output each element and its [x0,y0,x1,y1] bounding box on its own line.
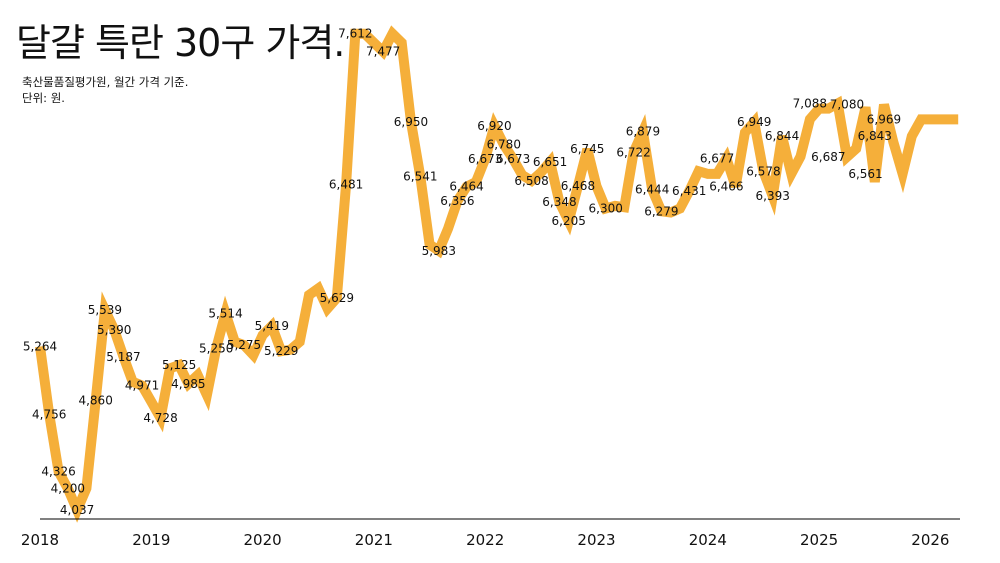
data-label: 5,275 [227,338,261,352]
data-label: 6,464 [449,180,483,194]
data-label: 6,780 [487,138,521,152]
x-tick-label: 2019 [132,531,170,549]
data-label: 5,125 [162,358,196,372]
data-label: 6,508 [514,174,548,188]
data-label: 4,728 [143,411,177,425]
data-label: 6,687 [811,150,845,164]
data-label: 5,187 [106,350,140,364]
data-label: 6,949 [737,115,771,129]
data-label: 6,879 [626,124,660,138]
data-label: 4,971 [125,379,159,393]
chart-title: 달걀 특란 30구 가격. [16,21,345,65]
data-label: 6,950 [394,115,428,129]
data-label: 6,673 [468,152,502,166]
data-label: 4,037 [60,503,94,517]
x-tick-label: 2023 [577,531,615,549]
data-label: 6,393 [756,189,790,203]
x-tick-label: 2026 [911,531,949,549]
data-label: 7,612 [338,27,372,41]
series-line-0 [35,25,959,523]
data-label: 6,481 [329,177,363,191]
data-label: 6,651 [533,155,567,169]
data-label: 7,088 [793,97,827,111]
data-label: 4,200 [51,481,85,495]
data-label: 5,390 [97,323,131,337]
data-label: 5,514 [208,306,242,320]
data-label: 7,080 [830,98,864,112]
x-tick-label: 2024 [689,531,727,549]
data-label: 6,356 [440,194,474,208]
data-label: 6,844 [765,129,799,143]
data-label: 6,300 [589,202,623,216]
x-tick-label: 2022 [466,531,504,549]
data-label: 5,229 [264,344,298,358]
data-label: 4,326 [41,465,75,479]
data-label: 5,419 [255,319,289,333]
data-label: 6,920 [477,119,511,133]
x-tick-label: 2025 [800,531,838,549]
data-label: 6,541 [403,169,437,183]
data-label: 4,985 [171,377,205,391]
data-label: 6,444 [635,182,669,196]
unit-note: 단위: 원. [22,91,65,105]
data-label: 5,539 [88,303,122,317]
data-label: 6,843 [858,129,892,143]
data-label: 5,250 [199,341,233,355]
data-label: 4,756 [32,407,66,421]
data-label: 6,969 [867,112,901,126]
x-tick-label: 2021 [355,531,393,549]
data-label: 6,722 [616,145,650,159]
source-note: 축산물품질평가원, 월간 가격 기준. [22,75,189,89]
data-label: 6,279 [644,204,678,218]
x-tick-label: 2020 [244,531,282,549]
data-label: 6,431 [672,184,706,198]
data-label: 6,673 [496,152,530,166]
data-label: 5,629 [320,291,354,305]
data-label: 6,677 [700,151,734,165]
data-label: 7,477 [366,45,400,59]
data-label: 5,264 [23,340,57,354]
data-label: 6,578 [746,164,780,178]
data-label: 6,561 [848,167,882,181]
data-label: 6,205 [551,214,585,228]
data-label: 5,983 [422,244,456,258]
data-label: 6,348 [542,195,576,209]
x-tick-label: 2018 [21,531,59,549]
data-label: 6,468 [561,179,595,193]
data-label: 6,745 [570,142,604,156]
data-label: 6,466 [709,179,743,193]
data-label: 4,860 [78,393,112,407]
